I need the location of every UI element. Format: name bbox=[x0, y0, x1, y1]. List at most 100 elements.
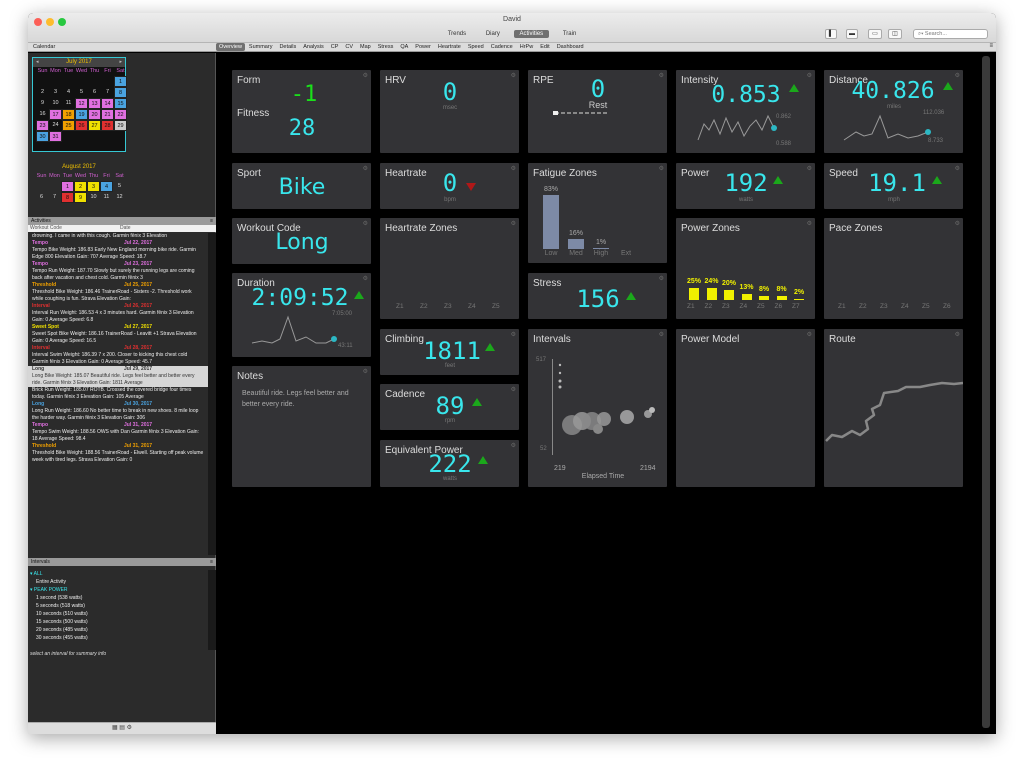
calendar-day[interactable]: 9 bbox=[40, 100, 45, 106]
activity-row[interactable]: Sweet Spot Jul 27, 2017 Sweet Spot Bike We… bbox=[28, 324, 208, 345]
gear-icon[interactable]: ⚙ bbox=[954, 166, 960, 172]
calendar-day[interactable]: 1 bbox=[114, 76, 127, 87]
calendar-day[interactable]: 4 bbox=[100, 181, 113, 192]
interval-group-peak[interactable]: ▾ PEAK POWER bbox=[30, 587, 68, 593]
interval-item[interactable]: 20 seconds (485 watts) bbox=[36, 627, 88, 633]
intervals-tile[interactable]: Intervals ⚙ 517 52 219 2194 Elapsed Time bbox=[528, 329, 667, 487]
gear-icon[interactable]: ⚙ bbox=[126, 725, 133, 731]
calendar-day[interactable]: 12 bbox=[116, 194, 123, 200]
gear-icon[interactable]: ⚙ bbox=[806, 332, 812, 338]
route-tile[interactable]: Route ⚙ bbox=[824, 329, 963, 487]
gear-icon[interactable]: ⚙ bbox=[362, 221, 368, 227]
layout-single-button[interactable]: ▭ bbox=[868, 29, 882, 39]
distance-tile[interactable]: Distance ⚙ 40.826 miles 112.036 8.733 bbox=[824, 70, 963, 153]
calendar-day[interactable]: 19 bbox=[75, 109, 88, 120]
tab-qa[interactable]: QA bbox=[400, 44, 409, 50]
minimize-window-button[interactable] bbox=[46, 18, 54, 26]
calendar-icon[interactable]: ▦ bbox=[111, 725, 118, 731]
gear-icon[interactable]: ⚙ bbox=[954, 73, 960, 79]
tab-dashboard[interactable]: Dashboard bbox=[556, 44, 584, 50]
tab-edit[interactable]: Edit bbox=[540, 44, 550, 50]
gear-icon[interactable]: ⚙ bbox=[806, 166, 812, 172]
gear-icon[interactable]: ⚙ bbox=[806, 73, 812, 79]
calendar-day[interactable]: 21 bbox=[101, 109, 114, 120]
activity-row[interactable]: drowning. I came in with this cough. Gar… bbox=[28, 233, 208, 240]
interval-group-all[interactable]: ▾ ALL bbox=[30, 571, 43, 577]
activities-column-header[interactable]: Workout Code Date bbox=[28, 225, 216, 232]
calendar-day[interactable]: 10 bbox=[52, 100, 59, 106]
nav-trends[interactable]: Trends bbox=[447, 31, 467, 37]
tab-heartrate[interactable]: Heartrate bbox=[437, 44, 461, 50]
rpe-tile[interactable]: RPE ⚙ 0 Rest bbox=[528, 70, 667, 153]
calendar-day[interactable]: 31 bbox=[49, 131, 62, 142]
prev-month-icon[interactable]: ◂ bbox=[36, 59, 39, 65]
tab-menu-icon[interactable]: ≡ bbox=[989, 43, 993, 49]
activity-row[interactable]: Interval Jul 28, 2017 Interval Swim Weight… bbox=[28, 345, 208, 366]
heartrate-tile[interactable]: Heartrate ⚙ 0 bpm bbox=[380, 163, 519, 209]
activity-row[interactable]: Brick Run Weight: 185.07 ROTB. Crossed t… bbox=[28, 387, 208, 401]
interval-item[interactable]: 5 seconds (518 watts) bbox=[36, 603, 85, 609]
form-tile[interactable]: Form ⚙ -1 Fitness 28 bbox=[232, 70, 371, 153]
calendar-day[interactable]: 1 bbox=[61, 181, 74, 192]
calendar-day[interactable]: 24 bbox=[52, 122, 59, 128]
gear-icon[interactable]: ⚙ bbox=[510, 221, 516, 227]
activities-scrollbar[interactable] bbox=[208, 233, 216, 555]
calendar-day[interactable]: 12 bbox=[75, 98, 88, 109]
gear-icon[interactable]: ⚙ bbox=[362, 369, 368, 375]
tab-overview[interactable]: Overview bbox=[216, 43, 245, 51]
tab-map[interactable]: Map bbox=[360, 44, 371, 50]
tab-power[interactable]: Power bbox=[415, 44, 431, 50]
col-date[interactable]: Date bbox=[120, 225, 131, 231]
activities-menu-icon[interactable]: ≡ bbox=[210, 218, 213, 224]
gear-icon[interactable]: ⚙ bbox=[658, 73, 664, 79]
calendar-day[interactable]: 30 bbox=[36, 131, 49, 142]
calendar-day[interactable]: 7 bbox=[52, 194, 57, 200]
calendar-day[interactable]: 10 bbox=[90, 194, 97, 200]
activity-row[interactable]: Long Jul 30, 2017 Long Run Weight: 186.60 … bbox=[28, 401, 208, 422]
gear-icon[interactable]: ⚙ bbox=[362, 166, 368, 172]
notes-text[interactable]: Beautiful ride. Legs feel better and bet… bbox=[242, 390, 349, 408]
calendar-day[interactable]: 6 bbox=[39, 194, 44, 200]
tab-hrpw[interactable]: HrPw bbox=[519, 44, 534, 50]
toggle-bottom-button[interactable]: ▬ bbox=[846, 29, 858, 39]
calendar-day[interactable]: 3 bbox=[87, 181, 100, 192]
activity-row[interactable]: Tempo Jul 31, 2017 Tempo Swim Weight: 188.… bbox=[28, 422, 208, 443]
calendar-day[interactable]: 3 bbox=[53, 89, 58, 95]
gear-icon[interactable]: ⚙ bbox=[954, 332, 960, 338]
calendar-day[interactable]: 25 bbox=[62, 120, 75, 131]
interval-entire-activity[interactable]: Entire Activity bbox=[36, 579, 67, 585]
tab-stress[interactable]: Stress bbox=[377, 44, 394, 50]
gear-icon[interactable]: ⚙ bbox=[658, 276, 664, 282]
intervals-scrollbar[interactable] bbox=[208, 570, 216, 650]
calendar-day[interactable]: 26 bbox=[75, 120, 88, 131]
climbing-tile[interactable]: Climbing ⚙ 1811 feet bbox=[380, 329, 519, 375]
speed-tile[interactable]: Speed ⚙ 19.1 mph bbox=[824, 163, 963, 209]
calendar-day[interactable]: 14 bbox=[101, 98, 114, 109]
equivalent-power-tile[interactable]: Equivalent Power ⚙ 222 watts bbox=[380, 440, 519, 487]
gear-icon[interactable]: ⚙ bbox=[510, 166, 516, 172]
notes-tile[interactable]: Notes ⚙ Beautiful ride. Legs feel better … bbox=[232, 366, 371, 487]
intervals-menu-icon[interactable]: ≡ bbox=[210, 559, 213, 565]
interval-item[interactable]: 15 seconds (500 watts) bbox=[36, 619, 88, 625]
nav-activities[interactable]: Activities bbox=[513, 30, 550, 38]
sport-tile[interactable]: Sport ⚙ Bike bbox=[232, 163, 371, 209]
gear-icon[interactable]: ⚙ bbox=[510, 443, 516, 449]
cadence-tile[interactable]: Cadence ⚙ 89 rpm bbox=[380, 384, 519, 430]
calendar-day[interactable]: 11 bbox=[65, 100, 72, 106]
tab-analysis[interactable]: Analysis bbox=[303, 44, 324, 50]
calendar-day[interactable]: 15 bbox=[114, 98, 127, 109]
calendar-day[interactable]: 4 bbox=[66, 89, 71, 95]
interval-item[interactable]: 1 second (538 watts) bbox=[36, 595, 83, 601]
col-workout-code[interactable]: Workout Code bbox=[30, 225, 62, 231]
layout-split-button[interactable]: ◫ bbox=[888, 29, 902, 39]
power-tile[interactable]: Power ⚙ 192 watts bbox=[676, 163, 815, 209]
hrv-tile[interactable]: HRV ⚙ 0 msec bbox=[380, 70, 519, 153]
calendar-day[interactable]: 2 bbox=[40, 89, 45, 95]
calendar-day[interactable]: 28 bbox=[101, 120, 114, 131]
activity-row[interactable]: Threshold Jul 25, 2017 Threshold Bike Weig… bbox=[28, 282, 208, 303]
gear-icon[interactable]: ⚙ bbox=[362, 73, 368, 79]
activity-row[interactable]: Tempo Jul 23, 2017 Tempo Run Weight: 187.7… bbox=[28, 261, 208, 282]
gear-icon[interactable]: ⚙ bbox=[362, 276, 368, 282]
fatigue-zones-tile[interactable]: Fatigue Zones ⚙ 83% Low 16% Med 1% High Ext bbox=[528, 163, 667, 263]
tab-cadence[interactable]: Cadence bbox=[490, 44, 513, 50]
